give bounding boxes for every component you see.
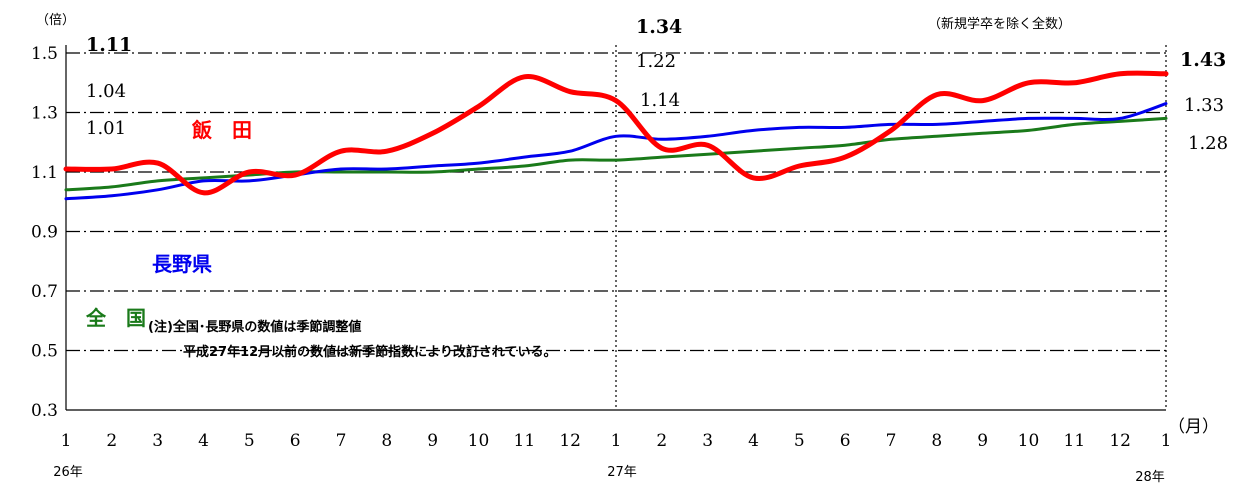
y-tick-label: 1.3	[31, 104, 58, 124]
x-tick-label: 7	[336, 431, 347, 451]
grid-lines	[66, 45, 1167, 410]
axes: 1.51.31.10.90.70.50.31 2 3 4 5 6 7 8 9 10 11 12 1 2 3 4…	[31, 13, 1219, 485]
series-line-0	[63, 70, 1169, 196]
x-tick-label: 8	[931, 431, 942, 451]
x-tick-label: 5	[244, 431, 255, 451]
x-tick-label: 1	[611, 431, 622, 451]
x-tick-label: 3	[152, 431, 163, 451]
x-tick-label: 12	[559, 431, 581, 451]
x-tick-label: 10	[1018, 431, 1040, 451]
series-line-1	[64, 102, 1168, 201]
x-tick-label: 6	[290, 431, 301, 451]
note-line-1: (注)全国･長野県の数値は季節調整値	[148, 319, 361, 335]
x-tick-label: 2	[656, 431, 667, 451]
note-top-right: （新規学卒を除く全数）	[928, 16, 1071, 32]
x-tick-label: 1	[61, 431, 72, 451]
x-tick-label: 2	[106, 431, 117, 451]
x-tick-label: 9	[427, 431, 438, 451]
y-tick-label: 0.3	[31, 401, 58, 421]
x-tick-label: 8	[381, 431, 392, 451]
series-label: 全 国	[85, 306, 146, 330]
x-tick-label: 7	[886, 431, 897, 451]
series-lines	[63, 70, 1169, 201]
x-tick-label: 5	[794, 431, 805, 451]
year-label: 28年	[1135, 470, 1165, 485]
x-tick-label: 1	[1161, 431, 1172, 451]
x-tick-label: 3	[702, 431, 713, 451]
series-line-2	[64, 116, 1168, 192]
value-label: 1.43	[1180, 49, 1226, 71]
value-label: 1.01	[86, 118, 126, 139]
year-label: 26年	[53, 465, 83, 480]
x-tick-label: 11	[1064, 431, 1086, 451]
x-tick-label: 4	[198, 431, 209, 451]
x-tick-label: 12	[1109, 431, 1131, 451]
year-label: 27年	[607, 465, 637, 480]
series-label: 長野県	[152, 252, 212, 276]
x-tick-label: 9	[977, 431, 988, 451]
note-line-2: 平成27年12月以前の数値は新季節指数により改訂されている。	[183, 344, 557, 360]
x-unit-label: （月）	[1168, 417, 1219, 437]
value-label: 1.11	[86, 34, 132, 56]
y-tick-label: 1.5	[31, 44, 58, 64]
y-tick-label: 0.9	[31, 223, 58, 243]
y-unit-label: （倍）	[36, 13, 75, 28]
value-label: 1.14	[640, 90, 680, 111]
x-tick-label: 10	[468, 431, 490, 451]
x-tick-label: 11	[514, 431, 536, 451]
y-tick-label: 0.7	[31, 282, 58, 302]
x-tick-label: 4	[748, 431, 759, 451]
series-label: 飯 田	[191, 118, 252, 142]
value-label: 1.33	[1184, 95, 1224, 116]
value-label: 1.34	[636, 16, 682, 38]
value-label: 1.22	[636, 51, 676, 72]
value-label: 1.04	[86, 81, 126, 102]
y-tick-label: 0.5	[31, 342, 58, 362]
x-tick-label: 6	[840, 431, 851, 451]
y-tick-label: 1.1	[31, 163, 58, 183]
value-label: 1.28	[1188, 133, 1228, 154]
